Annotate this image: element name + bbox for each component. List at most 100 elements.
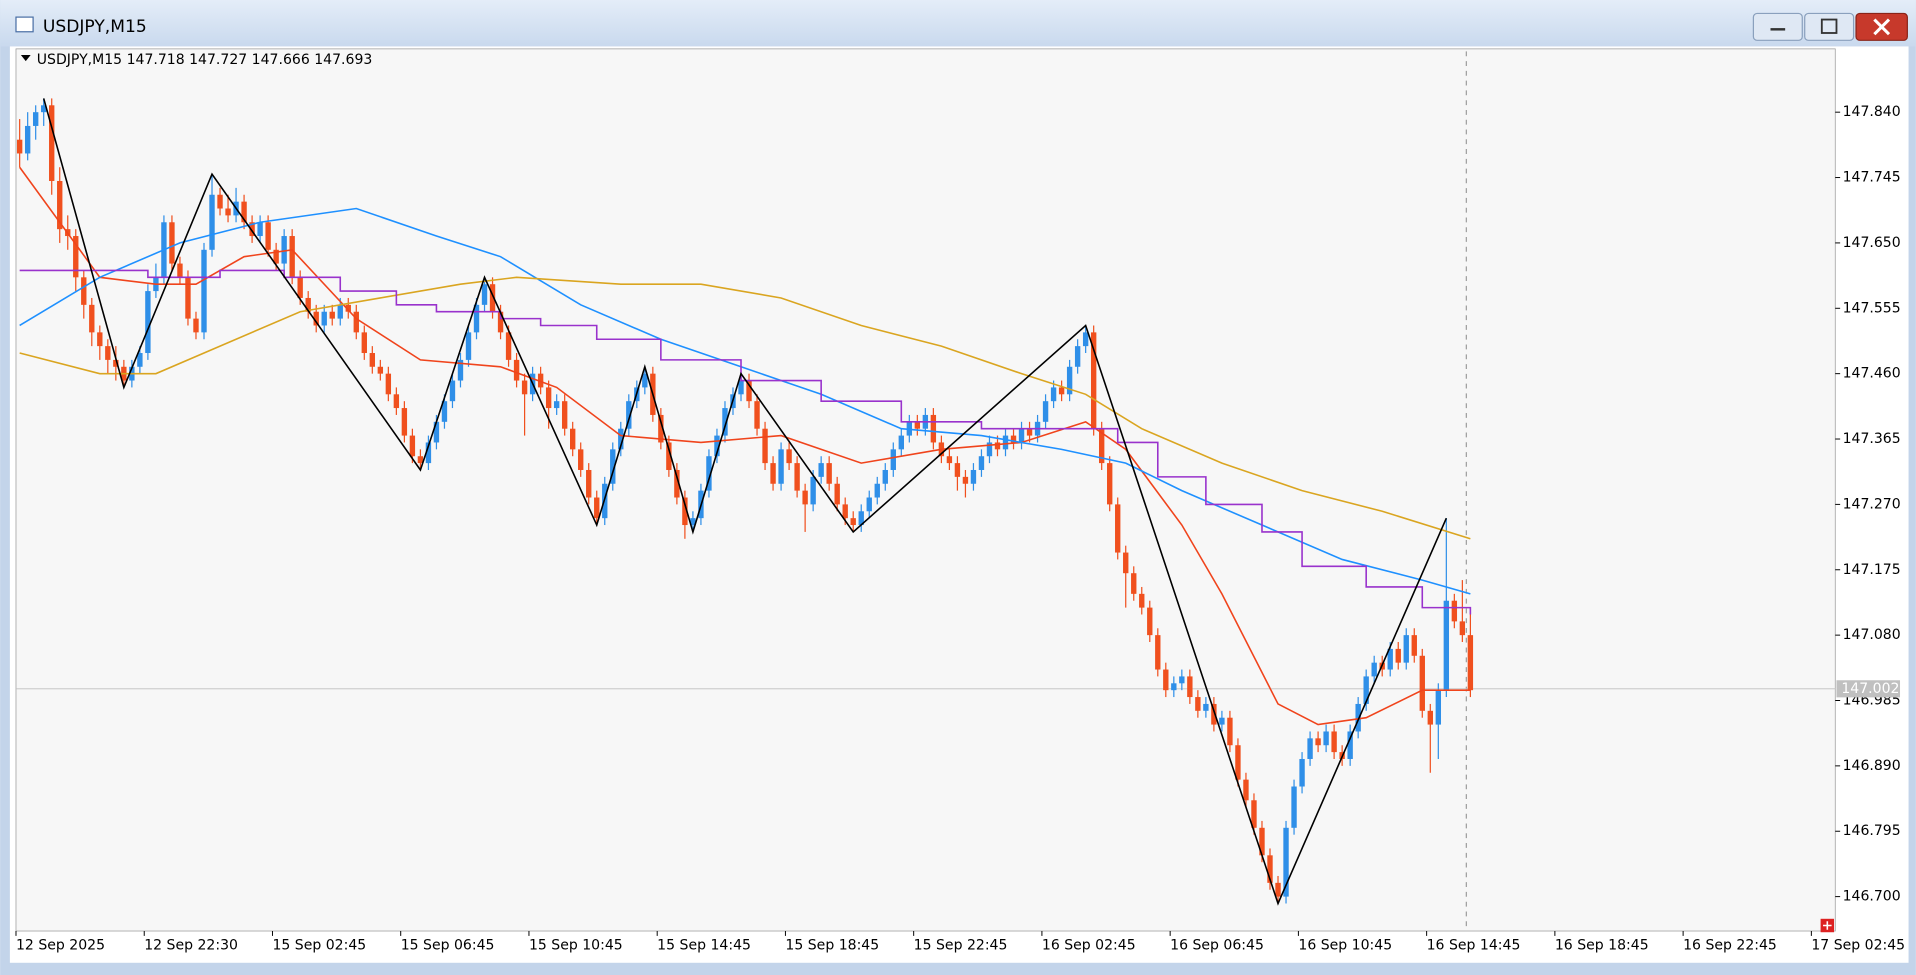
x-tick-label: 12 Sep 2025	[16, 938, 105, 954]
candle-body	[834, 483, 840, 505]
current-price-box	[1836, 680, 1901, 698]
candle-body	[1451, 600, 1458, 622]
x-tick-label: 16 Sep 18:45	[1555, 938, 1649, 954]
candle-body	[1074, 346, 1081, 367]
candle-body	[441, 401, 448, 422]
candle-body	[1082, 332, 1089, 347]
candle-body	[385, 373, 392, 395]
candle-body	[425, 442, 432, 464]
candle-body	[578, 449, 584, 470]
candle-body	[225, 208, 231, 216]
x-tick-label: 16 Sep 02:45	[1042, 938, 1136, 954]
candle-body	[826, 463, 832, 484]
candle-body	[722, 408, 728, 436]
candle-body	[1275, 882, 1281, 897]
candle-body	[714, 435, 720, 457]
candle-body	[570, 428, 576, 450]
candle-body	[1355, 703, 1361, 732]
candle-body	[970, 469, 977, 484]
candle-body	[345, 304, 351, 312]
candle-body	[465, 332, 472, 360]
title-bar	[0, 0, 1916, 47]
candle-body	[842, 504, 848, 519]
candle-body	[89, 304, 95, 333]
maximize-button[interactable]	[1804, 12, 1855, 41]
x-tick-label: 16 Sep 14:45	[1427, 938, 1521, 954]
candle-body	[586, 469, 592, 498]
candle-body	[281, 236, 287, 264]
candle-body	[329, 311, 335, 319]
candle-body	[674, 469, 680, 498]
candle-body	[16, 139, 23, 154]
candle-body	[217, 194, 223, 209]
candle-body	[1163, 669, 1169, 691]
candle-body	[1331, 731, 1337, 753]
candle-body	[1395, 648, 1401, 663]
x-tick-label: 15 Sep 18:45	[785, 938, 879, 954]
maximize-icon	[1820, 18, 1838, 34]
candle-body	[874, 483, 880, 498]
candle-body	[594, 497, 600, 519]
candle-body	[1066, 366, 1073, 395]
header-arrow	[20, 54, 31, 62]
candle-body	[433, 421, 440, 443]
indicator-line	[42, 98, 1448, 906]
y-tick-label: 147.650	[1843, 235, 1901, 251]
current-price-label: 147.002	[1841, 681, 1899, 697]
scroll-marker-icon	[1823, 921, 1832, 930]
candle-body	[1010, 435, 1017, 443]
candle-body	[41, 105, 47, 113]
candle-body	[778, 449, 784, 484]
minimize-button[interactable]	[1752, 12, 1803, 41]
candle-body	[561, 401, 568, 429]
x-tick-label: 17 Sep 02:45	[1811, 938, 1905, 954]
candle-body	[682, 497, 688, 526]
candle-body	[377, 366, 384, 374]
candle-body	[1090, 332, 1097, 429]
candle-body	[1443, 600, 1450, 691]
candle-body	[954, 463, 961, 477]
candle-body	[746, 380, 752, 402]
candle-body	[81, 277, 87, 305]
candle-body	[201, 249, 207, 333]
candle-body	[1291, 786, 1297, 828]
candle-body	[337, 304, 343, 319]
y-tick-label: 147.270	[1843, 496, 1901, 512]
candle-body	[1050, 387, 1057, 402]
candle-body	[1139, 593, 1145, 608]
candle-body	[1203, 703, 1209, 711]
candle-body	[137, 353, 143, 367]
candle-body	[946, 456, 953, 464]
candle-body	[1435, 690, 1442, 725]
y-tick-label: 146.795	[1843, 823, 1901, 839]
chart-header: USDJPY,M15 147.718 147.727 147.666 147.6…	[37, 52, 373, 68]
candle-body	[762, 428, 768, 464]
candle-body	[802, 490, 808, 505]
candle-body	[1131, 573, 1137, 594]
y-tick-label: 146.700	[1843, 889, 1901, 905]
candle-body	[1195, 697, 1201, 711]
candle-body	[1467, 635, 1474, 691]
candle-body	[513, 359, 520, 381]
candle-body	[1018, 428, 1025, 443]
candle-body	[361, 332, 367, 354]
candle-body	[417, 456, 424, 464]
candle-body	[473, 304, 480, 333]
candle-body	[618, 428, 624, 450]
candle-body	[738, 380, 744, 395]
candle-body	[409, 435, 416, 457]
candle-body	[754, 401, 760, 429]
candle-body	[1147, 607, 1153, 636]
indicator-line	[19, 269, 1472, 615]
candle-body	[1323, 731, 1329, 746]
x-tick-label: 15 Sep 22:45	[914, 938, 1008, 954]
candle-body	[810, 476, 816, 505]
x-tick-label: 16 Sep 06:45	[1170, 938, 1264, 954]
candle-body	[249, 222, 255, 237]
candle-body	[489, 284, 496, 312]
y-tick-label: 147.555	[1843, 300, 1901, 316]
candle-body	[273, 249, 279, 264]
candle-body	[978, 456, 985, 470]
